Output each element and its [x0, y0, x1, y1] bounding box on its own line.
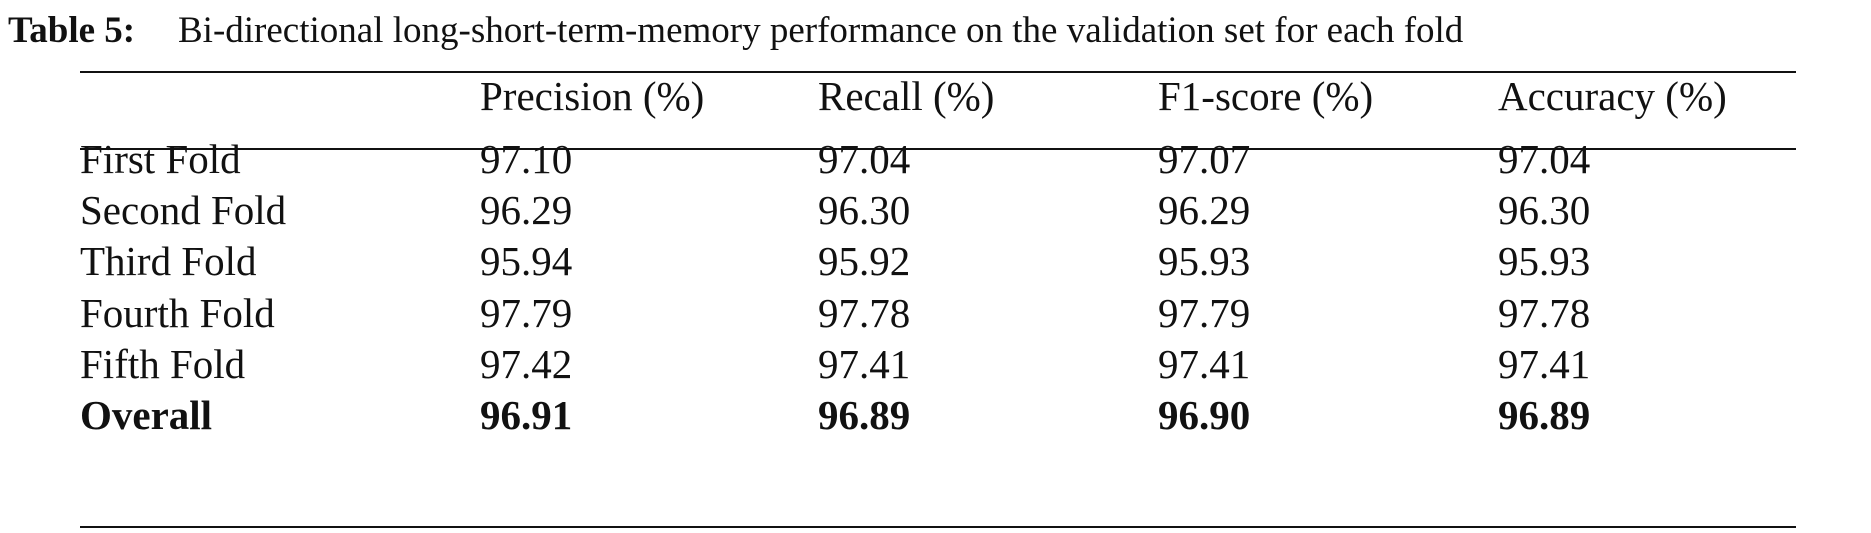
cell: 97.04: [818, 136, 911, 182]
top-rule: [80, 71, 1796, 73]
total-cell: 96.90: [1158, 392, 1251, 438]
total-cell: 96.89: [1498, 392, 1591, 438]
mid-rule: [80, 148, 1796, 150]
cell: 95.93: [1158, 238, 1251, 285]
cell: 97.78: [1498, 289, 1591, 336]
total-cell: 96.91: [480, 392, 573, 438]
cell: 96.30: [818, 187, 911, 234]
row-label: Fifth Fold: [80, 340, 246, 387]
cell: 97.41: [1498, 340, 1591, 387]
cell: 95.94: [480, 238, 573, 285]
row-label: Third Fold: [80, 238, 257, 285]
total-cell: 96.89: [818, 392, 911, 438]
row-label: Fourth Fold: [80, 289, 275, 336]
caption-text: Bi-directional long-short-term-memory pe…: [178, 10, 1464, 51]
row-label: First Fold: [80, 136, 241, 182]
cell: 97.79: [1158, 289, 1251, 336]
cell: 95.92: [818, 238, 911, 285]
cell: 97.42: [480, 340, 573, 387]
row-label: Second Fold: [80, 187, 287, 234]
cell: 97.41: [1158, 340, 1251, 387]
cell: 97.79: [480, 289, 573, 336]
bottom-rule: [80, 526, 1796, 528]
cell: 97.78: [818, 289, 911, 336]
column-header: Precision (%): [480, 73, 705, 119]
caption-label: Table 5:: [8, 10, 136, 51]
cell: 95.93: [1498, 238, 1591, 285]
column-header: Recall (%): [818, 73, 995, 119]
column-header: Accuracy (%): [1498, 73, 1727, 119]
cell: 96.29: [480, 187, 573, 234]
total-label: Overall: [80, 392, 213, 438]
column-header: F1-score (%): [1158, 73, 1374, 119]
cell: 97.07: [1158, 136, 1251, 182]
cell: 97.41: [818, 340, 911, 387]
cell: 97.04: [1498, 136, 1591, 182]
cell: 96.29: [1158, 187, 1251, 234]
cell: 97.10: [480, 136, 573, 182]
cell: 96.30: [1498, 187, 1591, 234]
